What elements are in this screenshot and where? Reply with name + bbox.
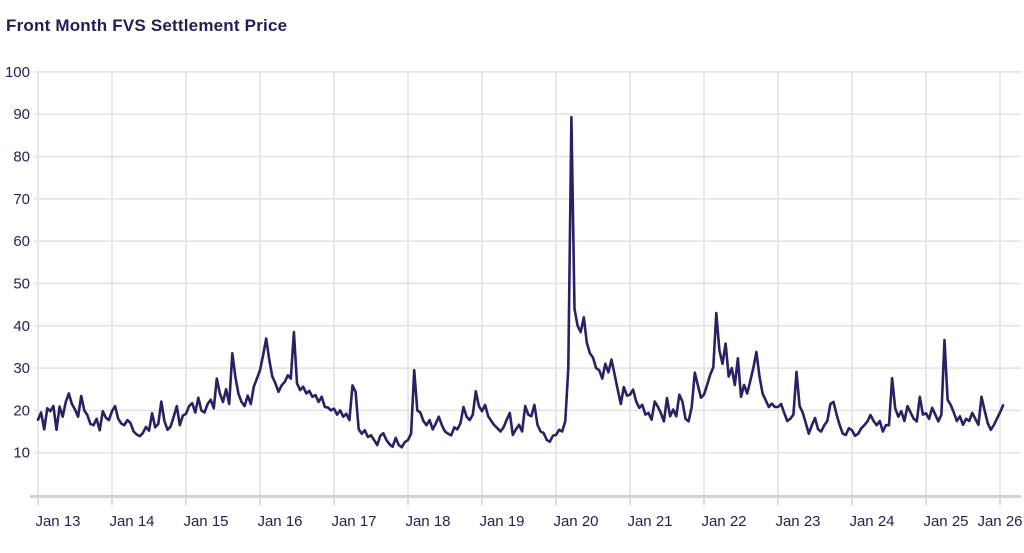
- x-tick-label: Jan 13: [35, 513, 80, 530]
- y-tick-label: 60: [13, 233, 30, 250]
- x-tick-label: Jan 21: [627, 513, 672, 530]
- x-tick-label: Jan 23: [775, 513, 820, 530]
- x-tick-label: Jan 19: [479, 513, 524, 530]
- x-tick-label: Jan 26: [977, 513, 1022, 530]
- y-tick-label: 10: [13, 445, 30, 462]
- y-tick-label: 100: [5, 64, 30, 81]
- y-tick-label: 90: [13, 106, 30, 123]
- x-tick-label: Jan 17: [331, 513, 376, 530]
- x-tick-label: Jan 18: [405, 513, 450, 530]
- y-tick-label: 50: [13, 275, 30, 292]
- x-tick-label: Jan 25: [923, 513, 968, 530]
- y-tick-label: 30: [13, 360, 30, 377]
- y-tick-label: 80: [13, 149, 30, 166]
- y-tick-label: 40: [13, 318, 30, 335]
- y-tick-label: 20: [13, 402, 30, 419]
- x-tick-label: Jan 15: [183, 513, 228, 530]
- x-tick-label: Jan 14: [109, 513, 154, 530]
- x-tick-label: Jan 16: [257, 513, 302, 530]
- x-tick-label: Jan 22: [701, 513, 746, 530]
- y-tick-label: 70: [13, 191, 30, 208]
- settlement-price-line: [36, 115, 1005, 449]
- chart-title: Front Month FVS Settlement Price: [6, 16, 288, 35]
- x-tick-label: Jan 24: [849, 513, 894, 530]
- x-tick-label: Jan 20: [553, 513, 598, 530]
